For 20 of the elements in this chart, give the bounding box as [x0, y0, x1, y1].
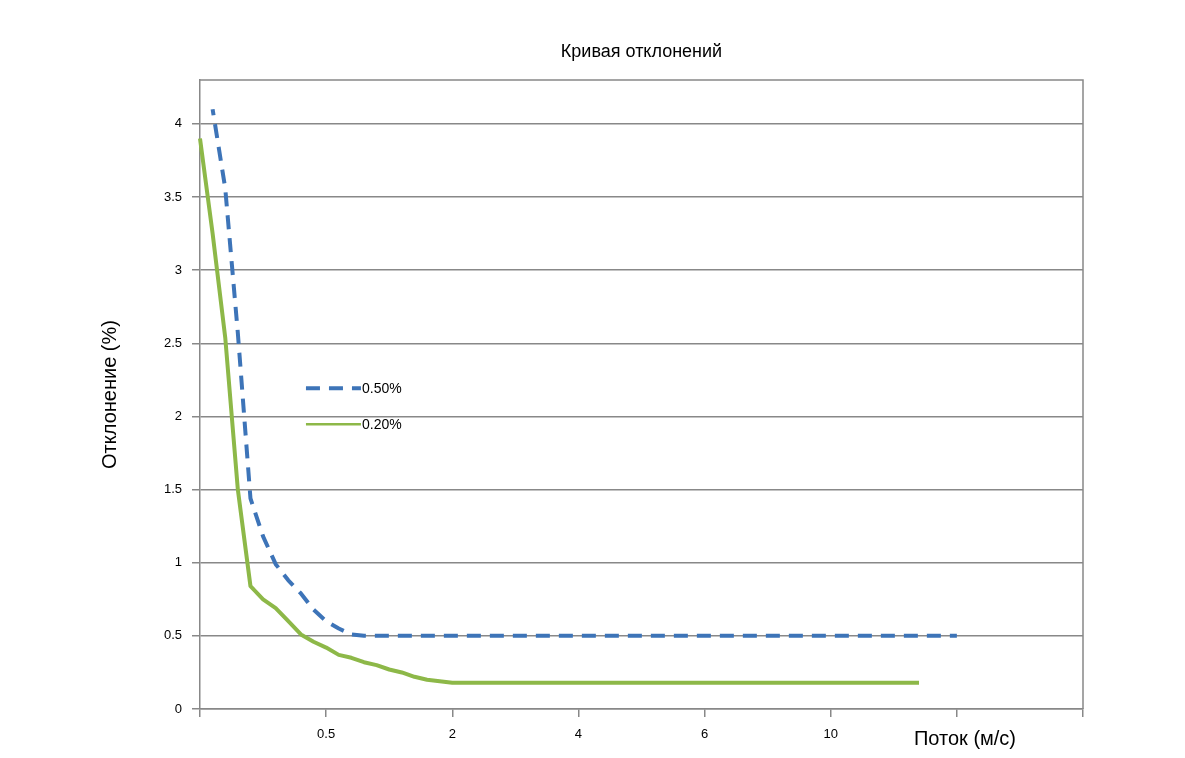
y-axis-title: Отклонение (%)	[97, 320, 120, 469]
x-tick-label: 6	[700, 726, 709, 742]
y-tick-label: 3	[174, 261, 182, 277]
x-axis-title: Поток (м/с)	[913, 726, 1017, 749]
chart-title: Кривая отклонений	[560, 40, 723, 61]
y-tick-label: 1.5	[163, 481, 182, 497]
y-tick-label: 3.5	[163, 188, 182, 204]
x-tick-label: 0.5	[317, 726, 336, 742]
y-tick-label: 2.5	[163, 334, 182, 350]
y-tick-label: 1	[174, 554, 182, 570]
x-tick-label: 10	[823, 726, 838, 742]
line-series	[210, 107, 959, 638]
x-tick-label: 2	[448, 726, 456, 742]
y-tick-label: 0	[174, 700, 182, 716]
y-tick-label: 2	[174, 408, 182, 424]
y-tick-label: 0.5	[163, 627, 182, 643]
y-tick-label: 4	[174, 115, 182, 131]
legend-label: 0.50%	[361, 380, 402, 397]
x-tick-label: 4	[574, 726, 583, 742]
legend-label: 0.20%	[361, 416, 402, 433]
